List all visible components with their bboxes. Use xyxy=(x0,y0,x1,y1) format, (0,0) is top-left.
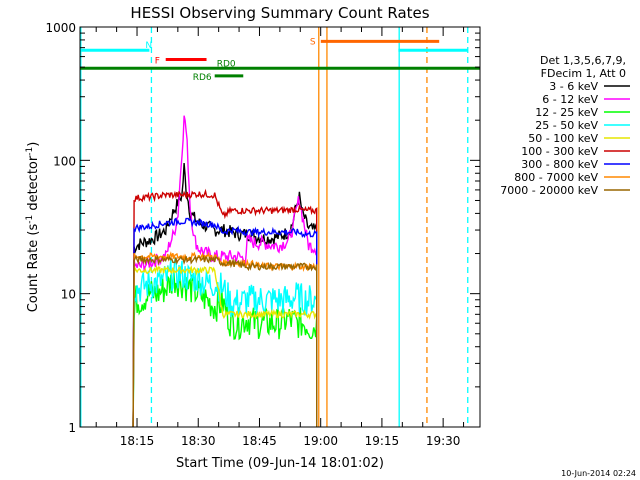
series-line-5 xyxy=(132,188,318,428)
legend-label-7: 800 - 7000 keV xyxy=(514,171,598,184)
flag-label-3: RD0 xyxy=(217,59,236,69)
legend-label-3: 25 - 50 keV xyxy=(535,119,598,132)
legend-label-0: 3 - 6 keV xyxy=(549,80,598,93)
series-line-0 xyxy=(132,162,318,428)
y-tick-label-3: 1000 xyxy=(45,21,76,35)
series-line-3 xyxy=(132,257,318,428)
legend-label-6: 300 - 800 keV xyxy=(521,158,598,171)
legend-label-4: 50 - 100 keV xyxy=(528,132,598,145)
footer-date: 10-Jun-2014 02:24 xyxy=(561,469,636,478)
flag-label-2: F xyxy=(155,57,160,67)
legend-label-1: 6 - 12 keV xyxy=(542,93,598,106)
y-axis-label: Count Rate (s-1 detector-1) xyxy=(25,142,41,313)
legend-label-8: 7000 - 20000 keV xyxy=(500,184,598,197)
x-tick-label-3: 19:00 xyxy=(303,434,338,448)
vertical-lines xyxy=(80,27,469,427)
legend-label-2: 12 - 25 keV xyxy=(535,106,598,119)
y-tick-label-1: 10 xyxy=(61,288,76,302)
series-line-6 xyxy=(132,217,318,428)
legend-label-5: 100 - 300 keV xyxy=(521,145,598,158)
legend-header-1: FDecim 1, Att 0 xyxy=(541,67,626,80)
flag-label-5: S xyxy=(310,37,316,47)
series-line-8 xyxy=(132,254,318,428)
x-axis-label: Start Time (09-Jun-14 18:01:02) xyxy=(176,456,384,471)
x-tick-label-4: 19:15 xyxy=(365,434,400,448)
x-tick-label-5: 19:30 xyxy=(426,434,461,448)
y-tick-label-2: 100 xyxy=(53,154,76,168)
x-tick-label-0: 18:15 xyxy=(120,434,155,448)
legend: Det 1,3,5,6,7,9,FDecim 1, Att 03 - 6 keV… xyxy=(500,54,630,197)
series-line-7 xyxy=(132,251,318,428)
series-line-1 xyxy=(132,115,318,428)
series-line-4 xyxy=(132,264,318,428)
x-tick-label-1: 18:30 xyxy=(181,434,216,448)
flag-bars: NF RD0 RD6 S xyxy=(80,37,480,83)
series-line-2 xyxy=(132,270,318,428)
y-tick-label-0: 1 xyxy=(68,421,76,435)
chart-title: HESSI Observing Summary Count Rates xyxy=(130,4,429,22)
data-series xyxy=(132,115,318,428)
legend-header-0: Det 1,3,5,6,7,9, xyxy=(540,54,626,67)
axis-ticks: 18:15 18:30 18:45 19:00 19:15 19:30 1 10 100 1000 xyxy=(45,21,480,448)
x-tick-label-2: 18:45 xyxy=(242,434,277,448)
flag-label-0: N xyxy=(145,41,152,51)
flag-label-4: RD6 xyxy=(193,73,212,83)
